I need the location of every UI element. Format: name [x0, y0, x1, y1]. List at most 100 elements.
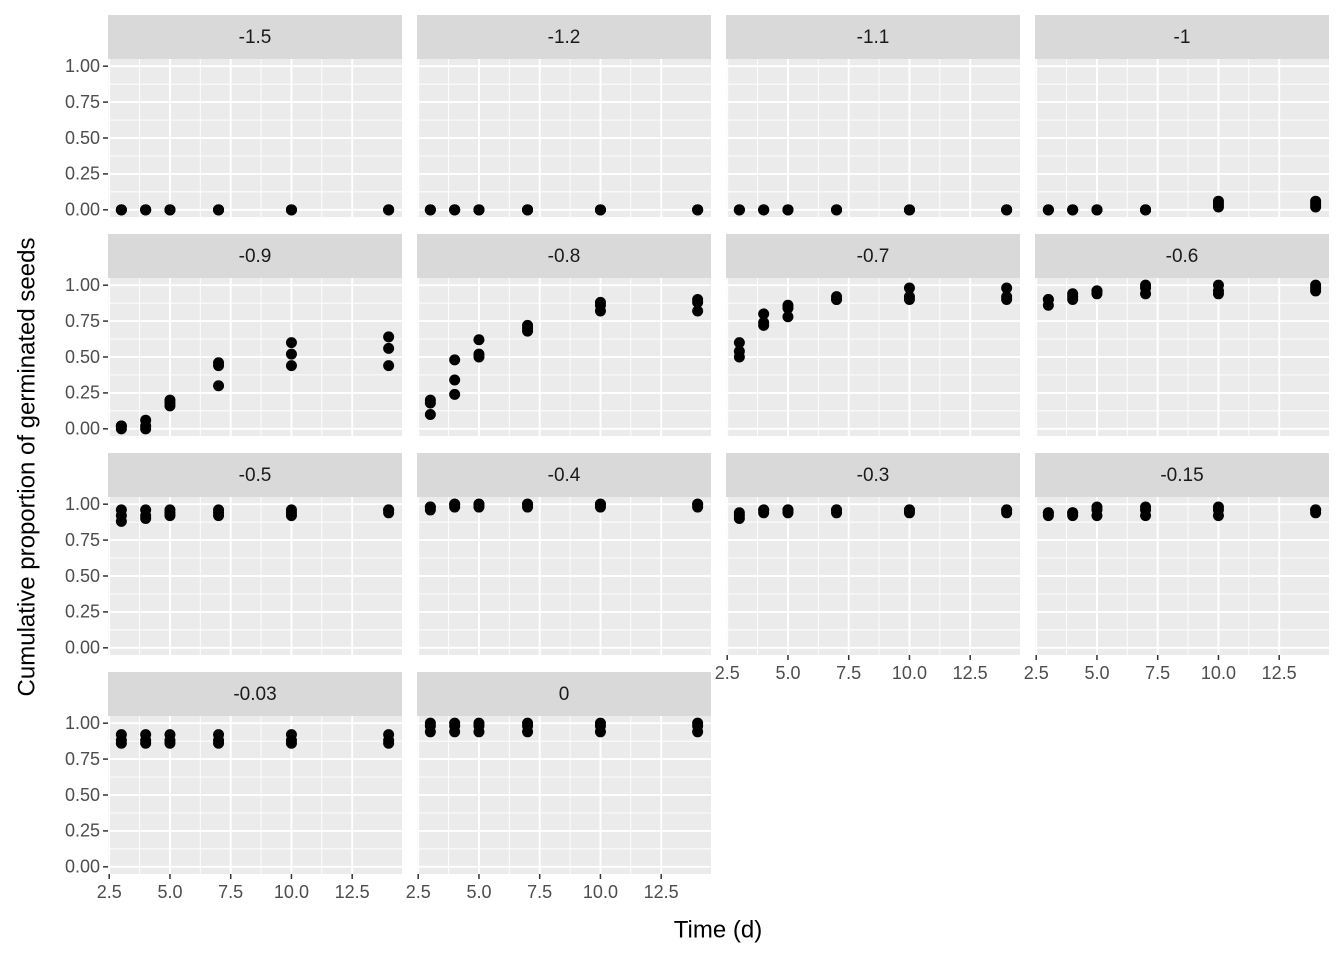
- point: [213, 729, 225, 741]
- panel-title: -1.1: [857, 27, 890, 48]
- y-tick-label: 1.00: [65, 494, 100, 514]
- panel-title: -1.2: [548, 27, 581, 48]
- strip: [726, 15, 1020, 59]
- point: [449, 388, 461, 400]
- x-tick-label: 7.5: [527, 882, 552, 902]
- strip: [417, 453, 711, 497]
- point: [164, 204, 176, 216]
- point: [285, 348, 297, 360]
- point: [903, 282, 915, 294]
- point: [522, 319, 534, 331]
- point: [782, 504, 794, 516]
- strip: [108, 453, 402, 497]
- point: [1310, 279, 1322, 291]
- x-tick-label: 2.5: [1024, 663, 1049, 683]
- point: [1212, 501, 1224, 513]
- point: [285, 337, 297, 349]
- strip: [726, 453, 1020, 497]
- point: [1091, 204, 1103, 216]
- panel-title: 0: [559, 684, 570, 705]
- point: [1067, 288, 1079, 300]
- strip: [726, 234, 1020, 278]
- point: [383, 342, 395, 354]
- point: [1140, 501, 1152, 513]
- point: [115, 504, 127, 516]
- panel-title: -0.3: [857, 465, 890, 486]
- point: [115, 729, 127, 741]
- x-tick-label: 2.5: [406, 882, 431, 902]
- point: [1310, 504, 1322, 516]
- point: [1001, 291, 1013, 303]
- point: [733, 337, 745, 349]
- strip: [108, 672, 402, 716]
- point: [782, 299, 794, 311]
- x-tick-label: 12.5: [644, 882, 679, 902]
- y-tick-label: 0.75: [65, 530, 100, 550]
- strip: [1035, 234, 1329, 278]
- point: [692, 204, 704, 216]
- point: [1212, 279, 1224, 291]
- point: [383, 204, 395, 216]
- y-tick-label: 0.25: [65, 602, 100, 622]
- x-tick-label: 10.0: [274, 882, 309, 902]
- x-tick-label: 2.5: [97, 882, 122, 902]
- point: [285, 729, 297, 741]
- point: [449, 374, 461, 386]
- point: [140, 504, 152, 516]
- y-tick-label: 0.75: [65, 749, 100, 769]
- y-tick-label: 1.00: [65, 56, 100, 76]
- point: [1140, 279, 1152, 291]
- point: [383, 729, 395, 741]
- point: [1001, 504, 1013, 516]
- point: [758, 317, 770, 329]
- x-tick-label: 5.0: [466, 882, 491, 902]
- point: [758, 204, 770, 216]
- panel-title: -0.7: [857, 246, 890, 267]
- x-tick-label: 10.0: [1201, 663, 1236, 683]
- point: [831, 204, 843, 216]
- point: [758, 308, 770, 320]
- point: [473, 334, 485, 346]
- point: [831, 504, 843, 516]
- strip: [108, 234, 402, 278]
- x-tick-label: 7.5: [1145, 663, 1170, 683]
- point: [594, 498, 606, 510]
- x-tick-label: 5.0: [775, 663, 800, 683]
- point: [383, 504, 395, 516]
- y-tick-label: 1.00: [65, 713, 100, 733]
- y-tick-label: 0.50: [65, 566, 100, 586]
- x-tick-label: 12.5: [335, 882, 370, 902]
- strip: [417, 15, 711, 59]
- y-tick-label: 0.00: [65, 638, 100, 658]
- point: [115, 204, 127, 216]
- y-tick-label: 1.00: [65, 275, 100, 295]
- x-tick-label: 12.5: [1262, 663, 1297, 683]
- strip: [108, 15, 402, 59]
- y-tick-label: 0.50: [65, 347, 100, 367]
- point: [903, 204, 915, 216]
- y-tick-label: 0.25: [65, 164, 100, 184]
- x-tick-label: 5.0: [157, 882, 182, 902]
- panel-title: -0.8: [548, 246, 581, 267]
- point: [692, 717, 704, 729]
- y-tick-label: 0.00: [65, 857, 100, 877]
- strip: [417, 672, 711, 716]
- point: [733, 507, 745, 519]
- x-tick-label: 7.5: [836, 663, 861, 683]
- point: [424, 204, 436, 216]
- point: [140, 414, 152, 426]
- panel-title: -0.5: [239, 465, 272, 486]
- point: [692, 305, 704, 317]
- point: [1001, 204, 1013, 216]
- point: [1310, 195, 1322, 207]
- point: [1067, 204, 1079, 216]
- point: [449, 204, 461, 216]
- y-tick-label: 0.75: [65, 92, 100, 112]
- point: [164, 394, 176, 406]
- y-tick-label: 0.50: [65, 785, 100, 805]
- point: [782, 204, 794, 216]
- point: [383, 331, 395, 343]
- x-axis-title: Time (d): [674, 916, 762, 943]
